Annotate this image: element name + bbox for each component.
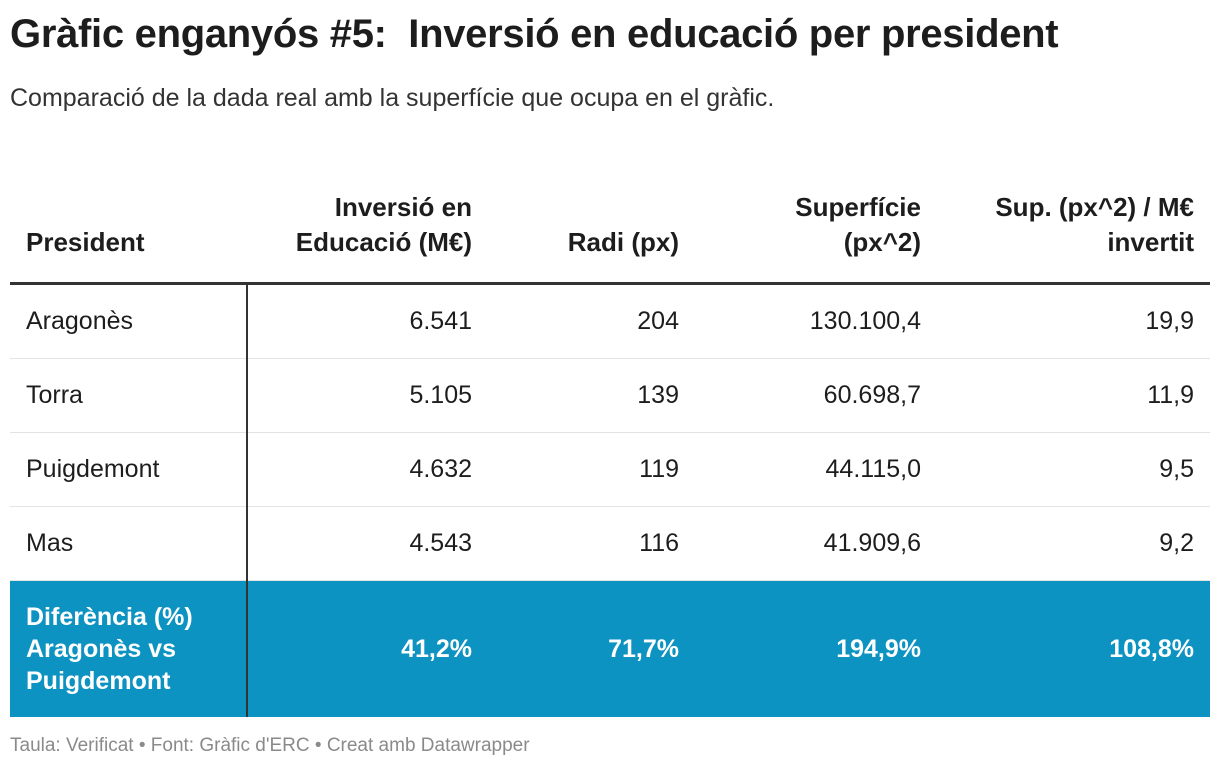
cell-difference-label: Diferència (%) Aragonès vs Puigdemont [10, 580, 248, 717]
cell-area: 41.909,6 [695, 506, 937, 581]
cell-president: Mas [10, 506, 248, 581]
highlight-row: Diferència (%) Aragonès vs Puigdemont 41… [10, 580, 1210, 717]
cell-difference-radius: 71,7% [488, 580, 695, 717]
cell-difference-investment: 41,2% [247, 580, 488, 717]
header-investment: Inversió en Educació (M€) [247, 160, 488, 285]
data-table: President Inversió en Educació (M€) Radi… [10, 160, 1210, 717]
cell-area: 44.115,0 [695, 432, 937, 507]
cell-radius: 119 [488, 432, 695, 507]
cell-difference-area-per-meur: 108,8% [937, 580, 1210, 717]
table-header-row: President Inversió en Educació (M€) Radi… [10, 160, 1210, 285]
cell-investment: 4.632 [247, 432, 488, 507]
cell-investment: 4.543 [247, 506, 488, 581]
cell-area-per-meur: 11,9 [937, 358, 1210, 433]
cell-radius: 139 [488, 358, 695, 433]
cell-area-per-meur: 9,5 [937, 432, 1210, 507]
cell-area: 60.698,7 [695, 358, 937, 433]
cell-investment: 6.541 [247, 283, 488, 359]
cell-president: Torra [10, 358, 248, 433]
cell-area: 130.100,4 [695, 283, 937, 359]
cell-radius: 116 [488, 506, 695, 581]
header-area-per-meur: Sup. (px^2) / M€ invertit [937, 160, 1210, 285]
footer-credits: Taula: Verificat • Font: Gràfic d'ERC • … [10, 735, 530, 756]
header-president: President [10, 160, 247, 285]
cell-investment: 5.105 [247, 358, 488, 433]
header-radius: Radi (px) [488, 160, 695, 285]
cell-president: Puigdemont [10, 432, 248, 507]
table-row: Puigdemont 4.632 119 44.115,0 9,5 [10, 432, 1210, 507]
cell-radius: 204 [488, 283, 695, 359]
cell-president: Aragonès [10, 283, 248, 359]
table-row: Aragonès 6.541 204 130.100,4 19,9 [10, 283, 1210, 359]
cell-area-per-meur: 19,9 [937, 283, 1210, 359]
table-row: Mas 4.543 116 41.909,6 9,2 [10, 506, 1210, 581]
header-area: Superfície (px^2) [695, 160, 937, 285]
chart-title: Gràfic enganyós #5: Inversió en educació… [10, 12, 1059, 56]
cell-area-per-meur: 9,2 [937, 506, 1210, 581]
table-row: Torra 5.105 139 60.698,7 11,9 [10, 358, 1210, 433]
cell-difference-area: 194,9% [695, 580, 937, 717]
chart-subtitle: Comparació de la dada real amb la superf… [10, 84, 775, 112]
